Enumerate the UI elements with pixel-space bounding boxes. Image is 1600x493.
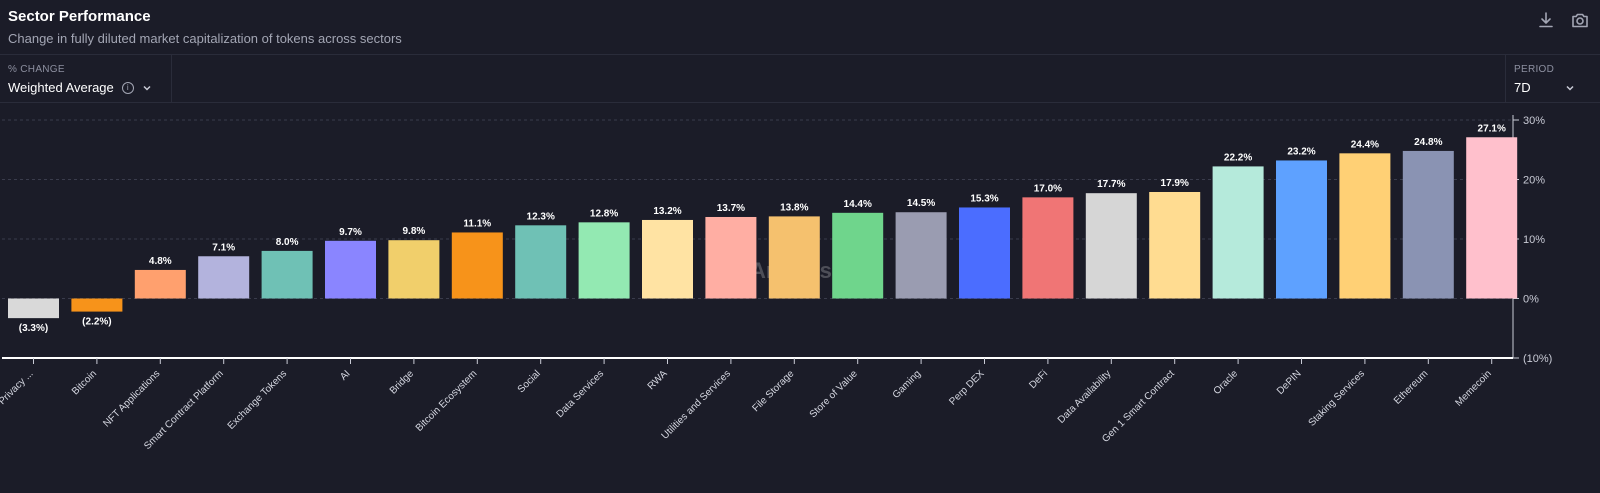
x-category-label: Memecoin <box>1453 368 1493 408</box>
bar <box>1402 150 1454 299</box>
bar-value-label: 17.7% <box>1097 179 1125 190</box>
bar <box>768 216 820 299</box>
download-icon[interactable] <box>1536 10 1556 30</box>
bar-value-label: 24.8% <box>1414 137 1442 148</box>
bar-value-label: 14.5% <box>907 198 935 209</box>
bar-value-label: (3.3%) <box>19 323 48 334</box>
chevron-down-icon[interactable] <box>142 83 152 93</box>
bar <box>1085 193 1137 299</box>
chart-subtitle: Change in fully diluted market capitaliz… <box>8 31 402 46</box>
x-category-label: Ethereum <box>1392 368 1430 406</box>
bar-value-label: 7.1% <box>212 242 235 253</box>
bar-value-label: 15.3% <box>970 193 998 204</box>
bar <box>1466 137 1518 299</box>
x-category-label: DeFi <box>1027 368 1050 391</box>
bar <box>1022 197 1074 299</box>
bar-value-label: 8.0% <box>276 237 299 248</box>
x-category-label: Gen 1 Smart Contract <box>1100 368 1177 445</box>
x-category-label: Data Availability <box>1056 368 1114 426</box>
chart-header: Sector Performance Change in fully dilut… <box>8 8 402 46</box>
chart-title: Sector Performance <box>8 8 151 25</box>
period-label: PERIOD <box>1514 64 1555 75</box>
bar <box>895 212 947 299</box>
y-tick-label: 10% <box>1523 234 1545 246</box>
bar <box>515 225 567 299</box>
x-category-label: NFT Applications <box>101 368 162 429</box>
x-category-label: Staking Services <box>1307 368 1367 428</box>
x-category-label: DePIN <box>1275 368 1304 397</box>
x-category-label: Utilities and Services <box>660 368 733 441</box>
bar-value-label: 17.0% <box>1034 183 1062 194</box>
period-dropdown[interactable]: 7D <box>1514 80 1575 95</box>
x-category-label: Exchange Tokens <box>226 368 289 431</box>
x-category-label: Data Services <box>554 368 606 420</box>
bar-value-label: 13.8% <box>780 202 808 213</box>
bar <box>1212 166 1264 299</box>
bar <box>1149 191 1201 299</box>
bar <box>8 298 59 319</box>
bar <box>705 216 757 299</box>
controls-bar: % CHANGE Weighted Average i PERIOD 7D <box>0 54 1600 103</box>
bar-value-label: 13.2% <box>653 206 681 217</box>
chevron-down-icon[interactable] <box>1565 83 1575 93</box>
camera-icon[interactable] <box>1570 10 1590 30</box>
header-actions <box>1536 10 1590 30</box>
bar-value-label: 17.9% <box>1161 178 1189 189</box>
period-selector[interactable]: PERIOD 7D <box>1505 55 1600 102</box>
x-category-label: Gaming <box>891 368 924 401</box>
bar-value-label: 27.1% <box>1478 123 1506 134</box>
metric-selector[interactable]: % CHANGE Weighted Average i <box>0 55 172 102</box>
bar-value-label: 12.8% <box>590 208 618 219</box>
y-tick-label: (10%) <box>1523 353 1552 365</box>
bar-value-label: 24.4% <box>1351 139 1379 150</box>
y-tick-label: 20% <box>1523 175 1545 187</box>
x-category-label: Bridge <box>388 368 417 397</box>
x-category-label: Bitcoin Ecosystem <box>414 368 480 434</box>
bar-value-label: 11.1% <box>463 218 491 229</box>
bar-value-label: 9.8% <box>403 226 426 237</box>
bar-value-label: 14.4% <box>844 199 872 210</box>
bar <box>1276 160 1327 299</box>
x-category-label: Store of Value <box>808 368 860 420</box>
bar <box>451 232 503 299</box>
bar <box>325 240 376 299</box>
x-category-label: Oracle <box>1212 368 1241 397</box>
x-category-label: AI <box>338 368 352 382</box>
bar-value-label: 9.7% <box>339 227 362 238</box>
bar <box>832 212 884 299</box>
metric-label: % CHANGE <box>8 64 65 75</box>
bar <box>198 256 250 299</box>
x-category-label: File Storage <box>751 368 797 414</box>
bar-value-label: 23.2% <box>1287 146 1315 157</box>
y-tick-label: 30% <box>1523 115 1545 127</box>
bar-value-label: 22.2% <box>1224 152 1252 163</box>
bar-value-label: (2.2%) <box>82 317 111 328</box>
x-category-label: Perp DEX <box>947 368 986 407</box>
metric-dropdown[interactable]: Weighted Average i <box>8 80 152 95</box>
x-category-label: Bitcoin <box>70 368 99 397</box>
bar-value-label: 12.3% <box>527 211 555 222</box>
x-category-label: RWA <box>646 368 670 392</box>
x-category-label: Social <box>516 368 543 395</box>
bar <box>959 207 1010 299</box>
metric-value: Weighted Average <box>8 80 114 95</box>
bar <box>388 240 440 299</box>
y-tick-label: 0% <box>1523 294 1539 306</box>
bar <box>642 219 693 299</box>
x-category-label: Privacy ... <box>0 368 36 407</box>
info-icon[interactable]: i <box>121 81 134 94</box>
bar <box>261 250 313 299</box>
bar <box>578 222 630 299</box>
bar <box>1339 153 1391 299</box>
bar <box>134 269 186 299</box>
bar <box>71 298 123 312</box>
bar-value-label: 4.8% <box>149 256 172 267</box>
bar-value-label: 13.7% <box>717 203 745 214</box>
period-value: 7D <box>1514 80 1531 95</box>
